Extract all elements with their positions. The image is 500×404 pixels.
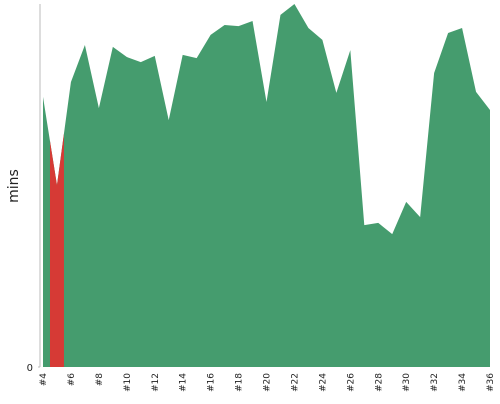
x-tick-label: #24 xyxy=(318,373,328,392)
x-tick-label: #16 xyxy=(207,373,217,392)
x-tick-label: #6 xyxy=(67,373,77,387)
x-tick-label: #26 xyxy=(346,373,356,392)
x-tick-label: #20 xyxy=(263,373,273,392)
y-tick-label: 0 xyxy=(27,363,33,374)
x-tick-label: #14 xyxy=(179,373,189,392)
highlight-area xyxy=(49,133,64,367)
x-tick-label: #12 xyxy=(151,373,161,392)
area xyxy=(43,4,490,367)
x-tick-label: #36 xyxy=(486,373,496,392)
x-tick-label: #28 xyxy=(374,373,384,392)
x-tick-label: #34 xyxy=(458,373,468,392)
x-tick-label: #30 xyxy=(402,373,412,392)
x-tick-label: #18 xyxy=(235,373,245,392)
y-axis-label: mins xyxy=(6,169,22,203)
x-tick-label: #8 xyxy=(95,373,105,387)
x-tick-label: #32 xyxy=(430,373,440,392)
x-tick-label: #10 xyxy=(123,373,133,392)
x-tick-label: #4 xyxy=(39,373,49,387)
x-tick-label: #22 xyxy=(290,373,300,392)
